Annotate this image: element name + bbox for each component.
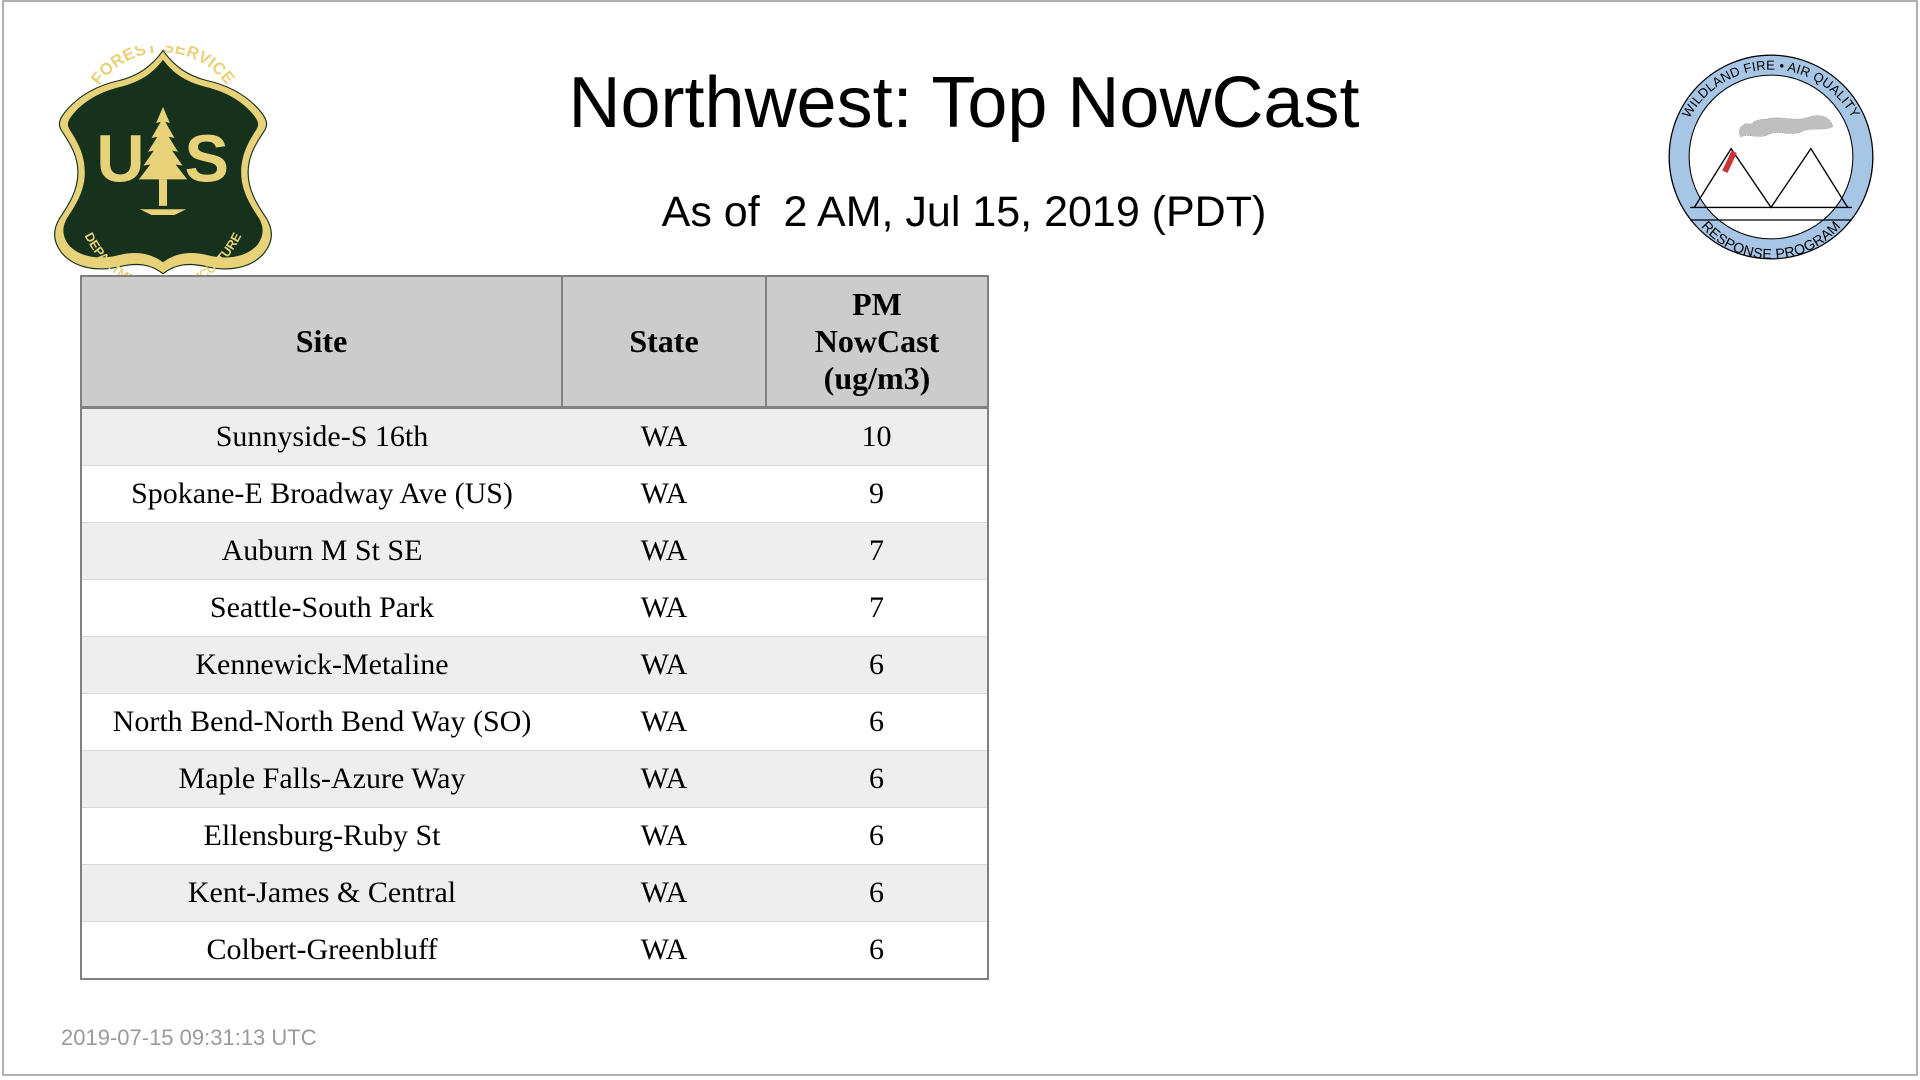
svg-text:S: S — [184, 123, 228, 197]
svg-text:U: U — [96, 123, 144, 197]
